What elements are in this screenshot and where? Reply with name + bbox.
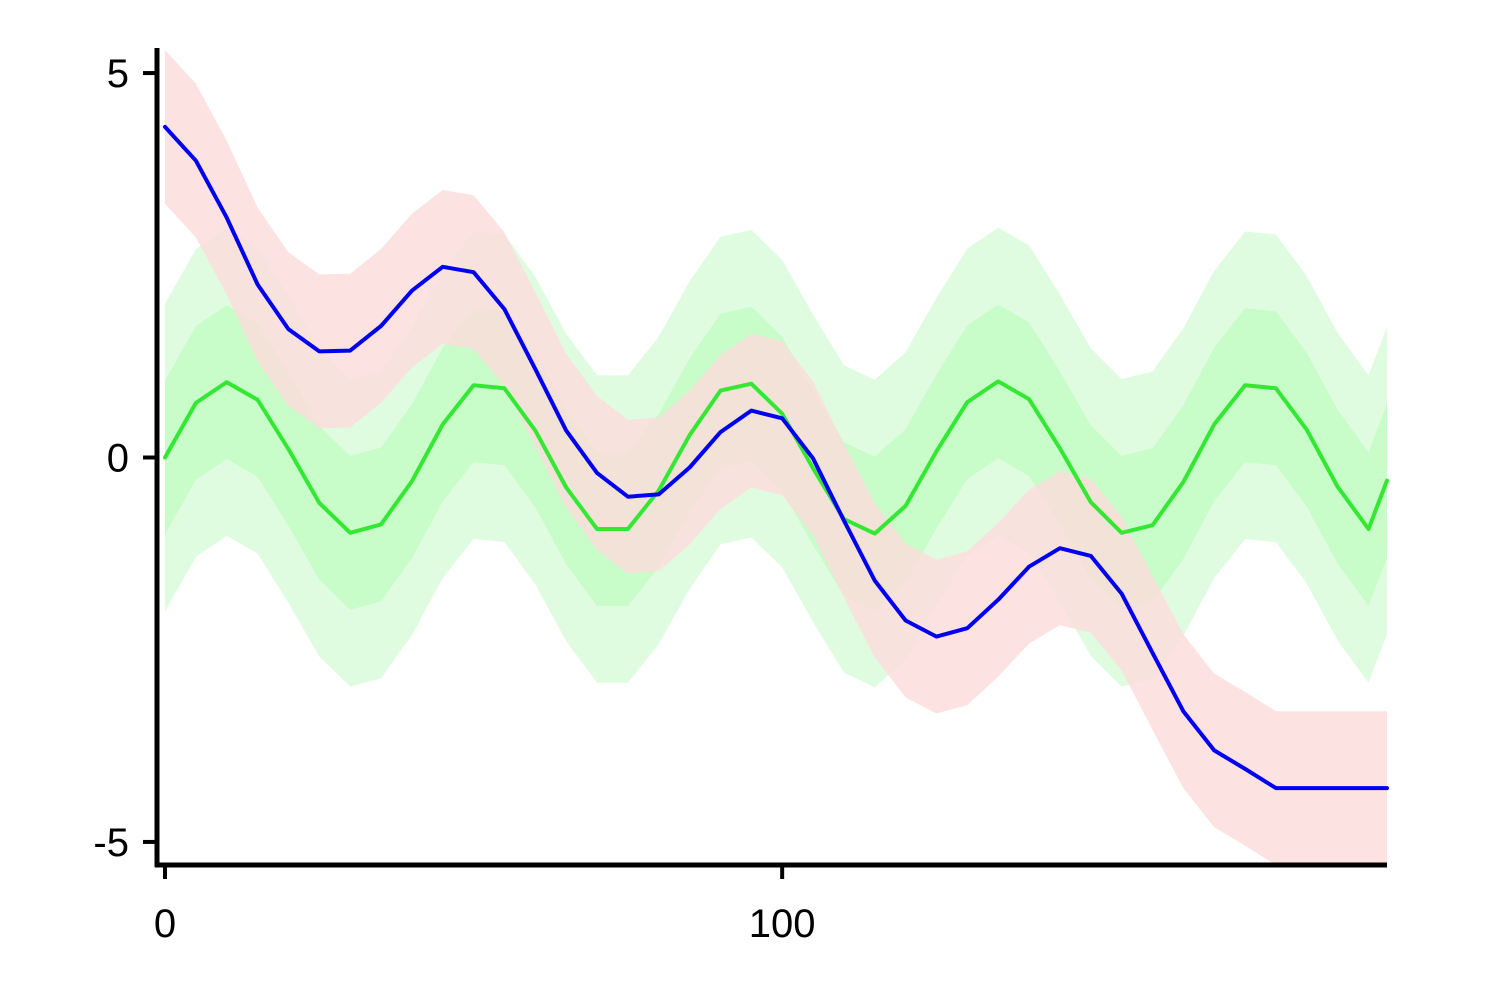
series-line-1 <box>163 124 1389 791</box>
band-2 <box>165 50 1387 865</box>
confidence-bands <box>165 50 1387 865</box>
tick-marks: 5 0 -5 0 100 <box>93 52 815 946</box>
x-tick-label: 0 <box>154 902 176 946</box>
y-tick-label: 0 <box>107 437 129 481</box>
series-line-0 <box>163 379 1389 536</box>
y-tick-label: -5 <box>93 821 129 865</box>
y-tick-label: 5 <box>107 52 129 96</box>
x-tick-label: 100 <box>749 902 816 946</box>
series-lines <box>163 124 1389 791</box>
